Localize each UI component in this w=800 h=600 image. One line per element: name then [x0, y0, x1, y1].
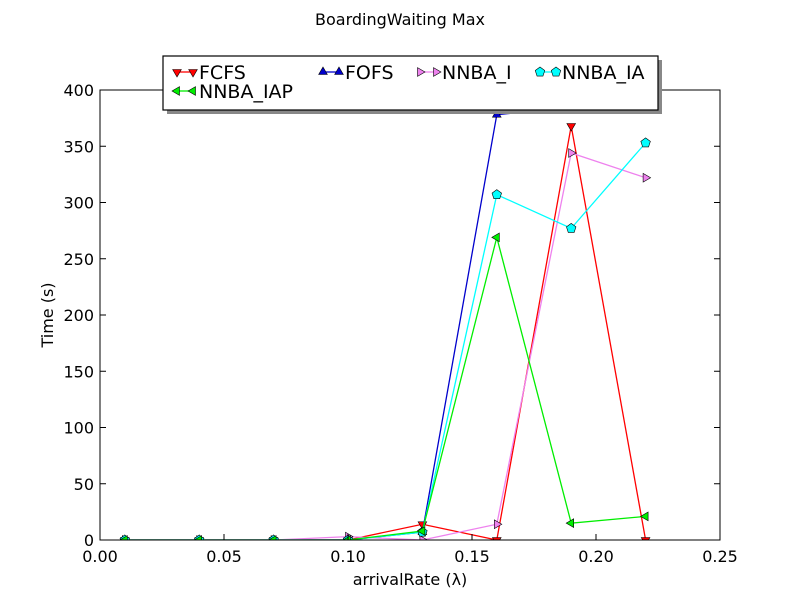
- series-line-nnba_i: [124, 152, 646, 540]
- x-tick-label: 0.00: [82, 547, 118, 566]
- y-tick-label: 350: [63, 137, 94, 156]
- series-line-nnba_iap: [124, 237, 646, 540]
- legend-marker: [188, 69, 198, 78]
- legend-box: [162, 55, 659, 111]
- data-point-nnba_iap: [565, 518, 575, 528]
- legend-marker: [417, 67, 426, 77]
- data-point-fcfs: [640, 537, 651, 540]
- legend: FCFS FOFS NNBA_I NNBA_IA NNBA_IAP: [162, 55, 662, 114]
- legend-label: NNBA_IA: [562, 62, 645, 84]
- legend-label: FOFS: [345, 62, 394, 84]
- legend-entry-fcfs: FCFS: [172, 62, 246, 84]
- data-point-nnba_i: [642, 172, 652, 183]
- data-point-nnba_i: [419, 535, 429, 540]
- legend-marker: [318, 66, 328, 75]
- legend-marker: [534, 66, 546, 77]
- data-point-nnba_iap: [640, 511, 649, 522]
- plot-area: [100, 90, 720, 540]
- series-nnba_iap: [119, 232, 649, 540]
- y-tick-label: 250: [63, 250, 94, 269]
- data-point-nnba_ia: [640, 137, 651, 148]
- y-tick-label: 200: [63, 306, 94, 325]
- y-tick-label: 50: [74, 475, 94, 494]
- data-point-nnba_iap: [193, 535, 202, 540]
- data-point-nnba_ia: [566, 223, 577, 233]
- series-line-fcfs: [124, 125, 647, 540]
- legend-marker: [172, 69, 182, 78]
- y-tick-label: 0: [84, 531, 94, 550]
- data-point-nnba_i: [568, 148, 577, 158]
- legend-entry-fofs: FOFS: [318, 62, 394, 84]
- data-point-fcfs: [491, 537, 502, 540]
- x-tick-label: 0.10: [330, 547, 366, 566]
- chart-title: BoardingWaiting Max: [315, 10, 485, 29]
- y-tick-label: 150: [63, 362, 94, 381]
- data-point-nnba_i: [493, 519, 503, 530]
- legend-marker: [171, 86, 180, 96]
- y-axis-label: Time (s): [38, 282, 57, 348]
- legend-entry-nnba_i: NNBA_I: [417, 62, 512, 84]
- x-tick-label: 0.25: [702, 547, 738, 566]
- x-tick-label: 0.20: [578, 547, 614, 566]
- legend-marker: [334, 66, 344, 75]
- y-tick-label: 400: [63, 81, 94, 100]
- data-point-nnba_ia: [491, 189, 502, 199]
- x-tick-label: 0.15: [454, 547, 490, 566]
- legend-label: FCFS: [199, 62, 246, 84]
- legend-label: NNBA_I: [442, 62, 512, 84]
- legend-marker: [187, 86, 196, 96]
- x-tick-label: 0.05: [206, 547, 242, 566]
- data-point-nnba_iap: [416, 526, 426, 536]
- legend-entry-nnba_iap: NNBA_IAP: [171, 81, 293, 103]
- ticks-layer: 0.00 0.05 0.10 0.15 0.20 0.25 0 50 100 150 200 250 3…: [63, 81, 737, 566]
- data-point-nnba_iap: [267, 535, 277, 540]
- data-point-nnba_iap: [491, 232, 500, 243]
- data-point-nnba_iap: [119, 535, 128, 540]
- data-point-fcfs: [566, 123, 577, 132]
- legend-marker: [550, 66, 562, 77]
- data-point-nnba_iap: [342, 535, 351, 540]
- legend-entry-nnba_ia: NNBA_IA: [534, 62, 645, 84]
- legend-marker: [433, 67, 442, 77]
- legend-label: NNBA_IAP: [199, 81, 293, 103]
- y-tick-label: 100: [63, 419, 94, 438]
- x-axis-label: arrivalRate (λ): [353, 570, 468, 589]
- y-tick-label: 300: [63, 194, 94, 213]
